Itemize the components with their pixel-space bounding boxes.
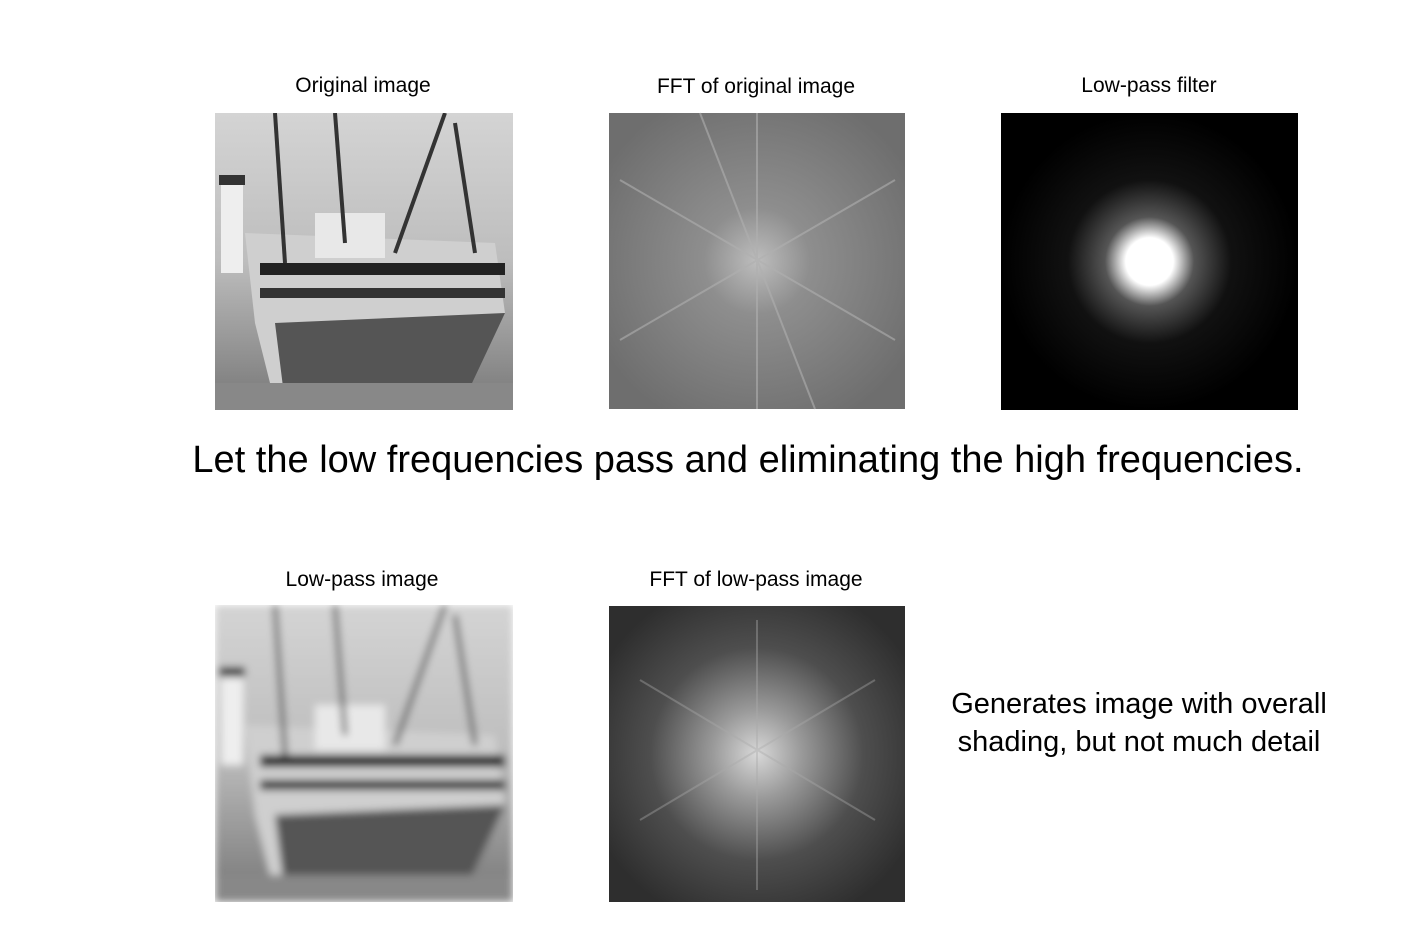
caption-line: Generates image with overall — [951, 688, 1327, 720]
image-original — [215, 113, 513, 410]
image-lowpass — [215, 605, 513, 902]
panel-title: Low-pass filter — [1081, 74, 1216, 97]
image-fft-lowpass — [609, 606, 905, 902]
statement: Let the low frequencies pass and elimina… — [192, 439, 1303, 481]
panel-title: Original image — [295, 74, 430, 97]
fft-streaks — [619, 112, 896, 410]
fft-streaks — [639, 620, 876, 890]
image-filter — [1001, 113, 1298, 410]
caption-line: shading, but not much detail — [958, 726, 1321, 758]
panel-title: Low-pass image — [286, 568, 439, 591]
panel-title: FFT of original image — [657, 75, 855, 98]
panel-title: FFT of low-pass image — [649, 568, 862, 591]
